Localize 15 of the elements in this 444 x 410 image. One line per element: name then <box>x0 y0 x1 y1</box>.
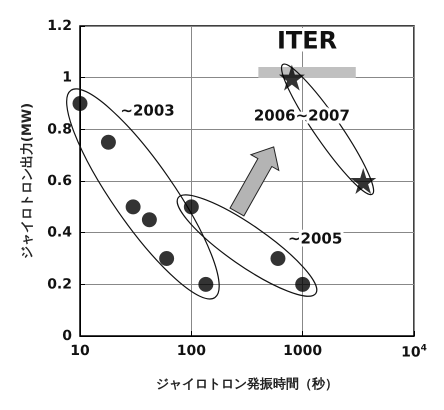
y-axis-title: ジャイロトロン出力(MW) <box>20 102 35 260</box>
x-tick-label: 1000 <box>283 343 322 359</box>
y-tick-label: 0.6 <box>47 173 72 189</box>
series-label: ~2003 <box>120 101 175 120</box>
series-label: ~2005 <box>288 230 342 248</box>
y-tick-label: 0.4 <box>47 224 72 241</box>
y-tick-label: 0 <box>62 328 72 344</box>
y-tick-label: 0.2 <box>47 276 72 292</box>
x-axis-title: ジャイロトロン発振時間（秒） <box>156 377 338 392</box>
x-tick-label: 10 <box>70 343 90 359</box>
x-tick-label: 100 <box>176 343 206 359</box>
series-label: ITER <box>276 26 338 54</box>
y-tick-label: 0.8 <box>47 121 72 138</box>
y-tick-label: 1.2 <box>47 18 72 34</box>
y-tick-label: 1 <box>62 70 72 86</box>
